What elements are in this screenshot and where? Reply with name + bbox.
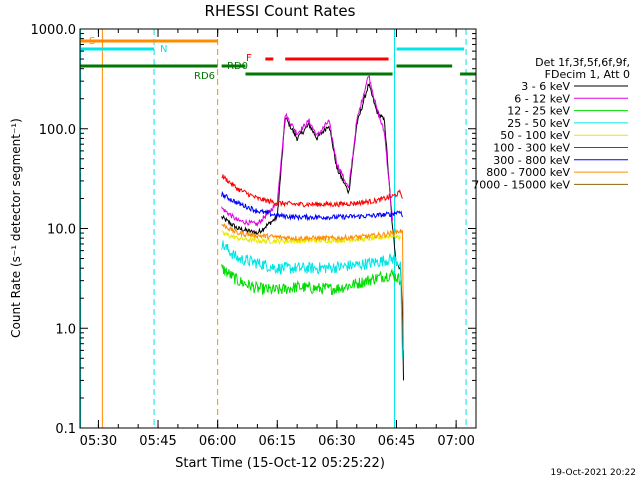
- render-timestamp: 19-Oct-2021 20:22: [551, 468, 636, 478]
- x-tick-label: 06:00: [199, 434, 236, 449]
- chart-title: RHESSI Count Rates: [205, 2, 356, 20]
- plot-frame: [79, 28, 477, 429]
- legend-label: 3 - 6 keV: [521, 80, 570, 93]
- y-axis-ticks: 0.1 1.0 10.0 100.0 1000.0: [31, 23, 476, 437]
- series-trace-12-25kev: [221, 264, 401, 296]
- legend: Det 1f,3f,5f,6f,9f, FDecim 1, Att 0 3 - …: [472, 56, 630, 191]
- x-tick-label: 06:15: [259, 434, 296, 449]
- series-trace-50-100kev: [221, 230, 401, 245]
- x-tick-label: 06:45: [378, 434, 415, 449]
- y-axis-label: Count Rate (s⁻¹ detector segment⁻¹): [9, 118, 23, 338]
- flag-label-s: S: [89, 36, 95, 47]
- x-tick-label: 05:45: [139, 434, 176, 449]
- x-tick-label: 07:00: [437, 434, 474, 449]
- y-tick-label: 100.0: [39, 123, 76, 138]
- series-trace-800-7000kev: [221, 222, 404, 351]
- legend-label: 100 - 300 keV: [493, 142, 570, 155]
- x-axis-ticks: 05:30 05:45 06:00 06:15 06:30 06:45 07:00: [80, 29, 477, 449]
- legend-label: 12 - 25 keV: [507, 105, 570, 118]
- series-trace-6-12kev: [221, 73, 393, 227]
- y-tick-label: 10.0: [47, 223, 76, 238]
- x-tick-label: 05:30: [80, 434, 117, 449]
- legend-header-line-1: Det 1f,3f,5f,6f,9f,: [535, 56, 630, 69]
- x-tick-label: 06:30: [318, 434, 355, 449]
- flag-label-rd0: RD0: [227, 61, 248, 72]
- series-trace-25-50kev: [221, 240, 403, 359]
- legend-label: 25 - 50 keV: [507, 117, 570, 130]
- y-tick-label: 1.0: [55, 322, 76, 337]
- legend-label: 7000 - 15000 keV: [472, 178, 570, 191]
- legend-header-line-2: FDecim 1, Att 0: [545, 68, 630, 81]
- series-trace-300-800kev: [221, 191, 403, 222]
- y-tick-label: 1000.0: [31, 23, 77, 38]
- series-trace-3-6kev: [221, 82, 404, 381]
- legend-label: 6 - 12 keV: [514, 92, 570, 105]
- series-trace-100-300kev: [221, 174, 403, 208]
- flag-label-rd6: RD6: [194, 71, 215, 82]
- y-tick-label: 0.1: [55, 422, 76, 437]
- flag-label-n: N: [160, 44, 167, 55]
- x-axis-label: Start Time (15-Oct-12 05:25:22): [175, 456, 385, 471]
- legend-label: 800 - 7000 keV: [486, 166, 570, 179]
- legend-label: 300 - 800 keV: [493, 154, 570, 167]
- flag-label-f: F: [246, 53, 252, 64]
- legend-label: 50 - 100 keV: [500, 129, 570, 142]
